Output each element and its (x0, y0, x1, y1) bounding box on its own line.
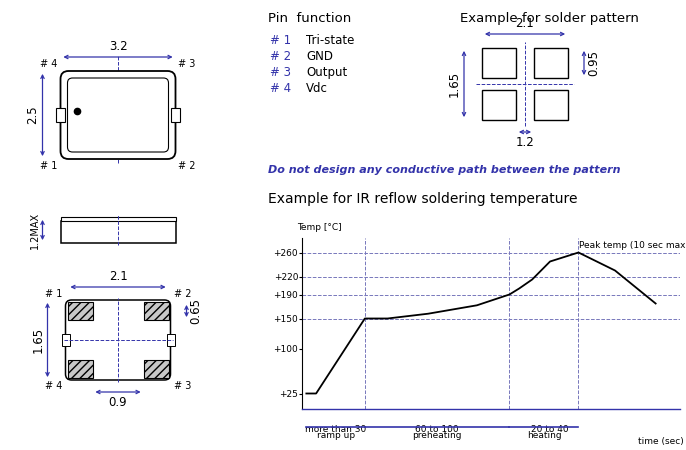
Text: Vdc: Vdc (306, 82, 328, 95)
Bar (56, 108, 65, 122)
Bar (62, 334, 69, 346)
Text: 1.65: 1.65 (32, 327, 45, 353)
Text: # 2: # 2 (270, 50, 291, 63)
Text: # 3: # 3 (174, 381, 191, 391)
Text: time (sec): time (sec) (638, 437, 684, 446)
Text: 3.2: 3.2 (108, 40, 128, 53)
Bar (143, 360, 169, 378)
Text: Peak temp (10 sec max): Peak temp (10 sec max) (579, 240, 686, 249)
Bar (534, 90, 568, 120)
Text: GND: GND (306, 50, 333, 63)
Text: # 1: # 1 (45, 289, 62, 299)
Text: heating: heating (527, 431, 561, 440)
FancyBboxPatch shape (67, 78, 169, 152)
Text: Pin  function: Pin function (268, 12, 351, 25)
Bar (534, 48, 568, 78)
Bar (482, 48, 516, 78)
Bar (143, 302, 169, 320)
Text: preheating: preheating (412, 431, 462, 440)
Bar (482, 90, 516, 120)
Text: 0.9: 0.9 (108, 396, 128, 409)
Bar (60, 217, 176, 221)
Text: Temp [°C]: Temp [°C] (296, 222, 341, 231)
Bar (60, 221, 176, 243)
Text: # 4: # 4 (45, 381, 62, 391)
Text: # 3: # 3 (270, 66, 291, 79)
Text: 2.1: 2.1 (108, 270, 128, 283)
Bar (67, 360, 93, 378)
Text: 1.2MAX: 1.2MAX (29, 212, 40, 248)
Text: 2.1: 2.1 (516, 17, 534, 30)
Text: 0.65: 0.65 (189, 298, 202, 324)
Text: # 4: # 4 (40, 59, 58, 69)
Text: Example for IR reflow soldering temperature: Example for IR reflow soldering temperat… (268, 192, 578, 206)
FancyBboxPatch shape (65, 300, 171, 380)
Text: # 3: # 3 (178, 59, 196, 69)
Bar (171, 108, 180, 122)
Text: Output: Output (306, 66, 347, 79)
FancyBboxPatch shape (60, 71, 176, 159)
Text: # 1: # 1 (40, 161, 58, 171)
Text: ramp up: ramp up (316, 431, 355, 440)
Text: # 4: # 4 (270, 82, 291, 95)
Text: 2.5: 2.5 (27, 106, 40, 124)
Text: Do not design any conductive path between the pattern: Do not design any conductive path betwee… (268, 165, 621, 175)
Text: 1.65: 1.65 (448, 71, 461, 97)
Bar (67, 302, 93, 320)
Bar (167, 334, 174, 346)
Text: # 2: # 2 (178, 161, 196, 171)
Text: Tri-state: Tri-state (306, 34, 355, 47)
Text: 0.95: 0.95 (587, 50, 600, 76)
Text: Example for solder pattern: Example for solder pattern (460, 12, 639, 25)
Text: 1.2: 1.2 (516, 136, 534, 149)
Text: # 2: # 2 (174, 289, 191, 299)
Text: # 1: # 1 (270, 34, 291, 47)
